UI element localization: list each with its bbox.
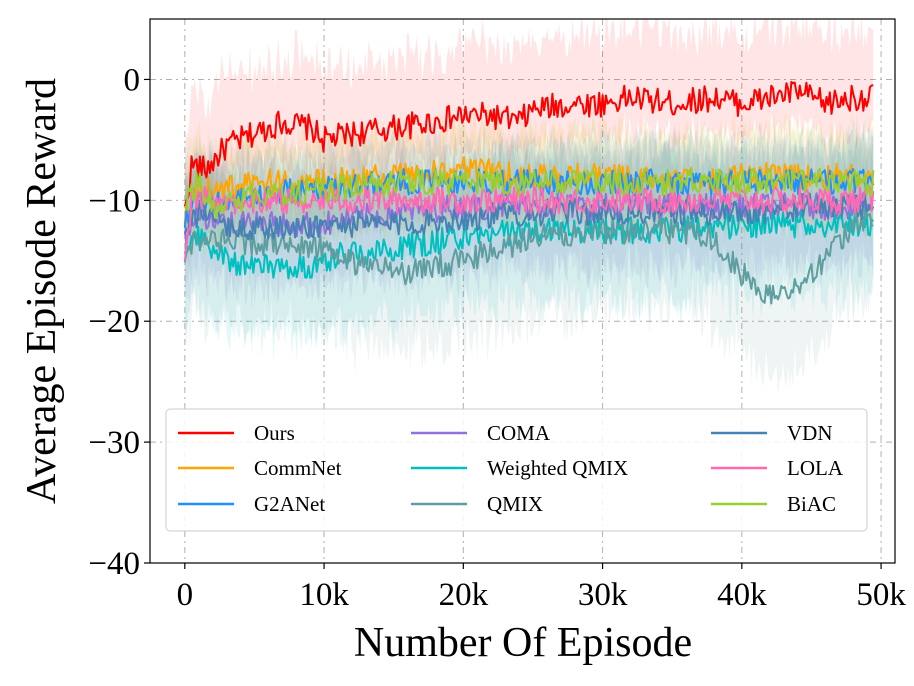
x-tick-label: 40k: [717, 577, 767, 613]
series-line-qmix: [183, 207, 874, 305]
legend: Ours CommNet G2ANet COMA Weighted QMIX QMIX VD…: [165, 408, 868, 532]
x-tick-label: 20k: [439, 577, 489, 613]
legend-label: Weighted QMIX: [487, 456, 628, 480]
series-lines: [183, 80, 875, 305]
series-line-biac: [183, 167, 875, 220]
series-line-lola: [183, 186, 875, 262]
y-axis-title: Average Episode Reward: [19, 78, 65, 504]
legend-label: G2ANet: [254, 492, 325, 516]
legend-label: LOLA: [787, 456, 844, 480]
legend-label: QMIX: [487, 492, 543, 516]
series-band-ours: [184, 19, 874, 249]
x-tick-label: 0: [177, 577, 194, 613]
y-tick-label: 0: [124, 62, 141, 98]
plot-frame: [149, 18, 896, 564]
x-tick-label: 30k: [578, 577, 628, 613]
y-axis: 0 −10 −20 −30 −40: [88, 62, 150, 582]
y-tick-label: −20: [88, 304, 140, 340]
x-axis: 0 10k 20k 30k 40k 50k: [177, 563, 906, 613]
series-band-biac: [184, 112, 874, 268]
legend-label: BiAC: [787, 492, 836, 516]
x-tick-label: 50k: [856, 577, 906, 613]
legend-label: VDN: [787, 421, 833, 445]
series-line-vdn: [183, 192, 875, 241]
x-axis-title: Number Of Episode: [354, 620, 692, 666]
legend-box: [165, 408, 868, 532]
legend-label: Ours: [254, 421, 295, 445]
legend-label: CommNet: [254, 456, 342, 480]
x-tick-label: 10k: [299, 577, 349, 613]
series-line-ours: [183, 80, 874, 207]
y-tick-label: −40: [88, 546, 140, 582]
y-tick-label: −30: [88, 425, 140, 461]
legend-label: COMA: [487, 421, 551, 445]
y-tick-label: −10: [88, 183, 140, 219]
